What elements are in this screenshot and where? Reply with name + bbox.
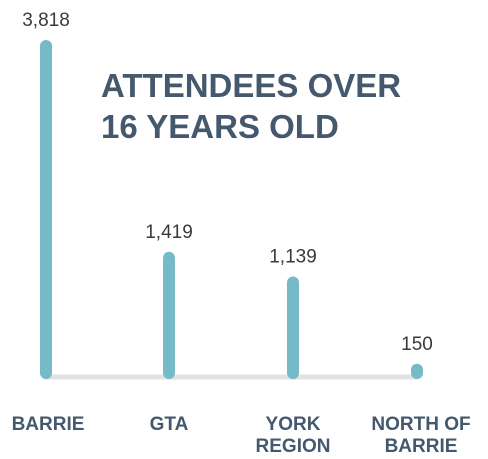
chart-title: ATTENDEES OVER 16 YEARS OLD: [101, 67, 401, 145]
bar: [287, 276, 299, 379]
value-label: 1,139: [269, 246, 317, 267]
bar: [411, 363, 423, 379]
category-label: YORK REGION: [256, 414, 331, 457]
value-label: 150: [401, 334, 433, 355]
value-label: 1,419: [145, 222, 193, 243]
bar: [40, 40, 52, 379]
value-label: 3,818: [22, 10, 70, 31]
category-label: NORTH OF BARRIE: [371, 414, 470, 457]
category-label: GTA: [150, 414, 189, 435]
category-label: BARRIE: [12, 414, 85, 435]
bar: [163, 251, 175, 379]
